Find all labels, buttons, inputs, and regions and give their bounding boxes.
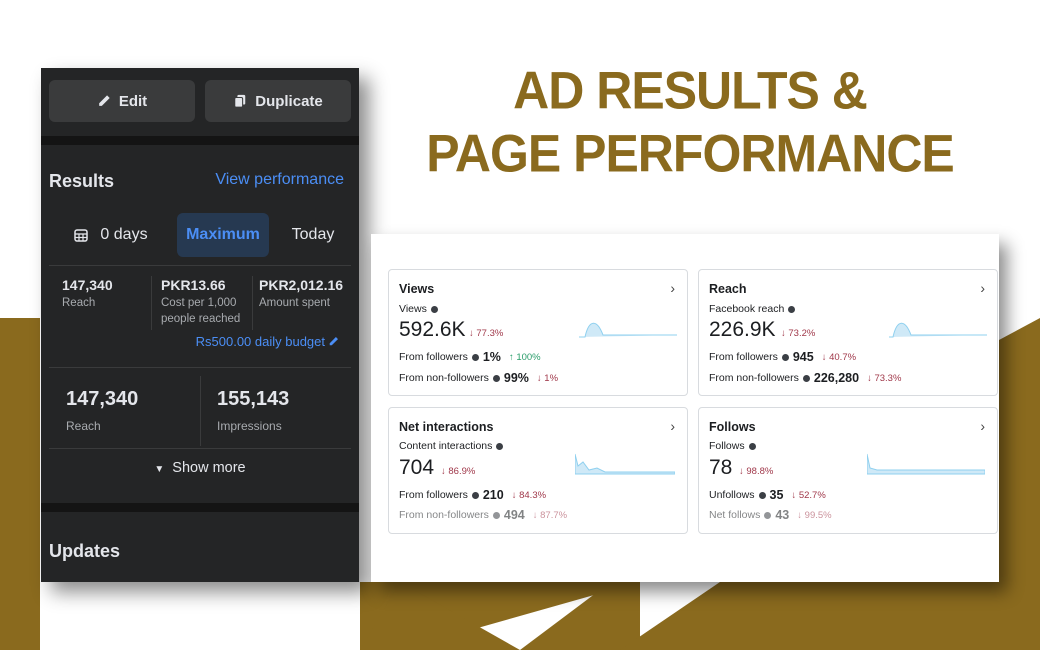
pencil-icon — [329, 337, 338, 346]
duplicate-icon — [234, 94, 246, 108]
show-more-label: Show more — [172, 460, 246, 476]
metric-spent-value: PKR2,012.16 — [259, 277, 344, 293]
follows-title: Follows — [709, 420, 756, 434]
divider — [151, 276, 152, 330]
range-days-button[interactable]: 0 days — [61, 213, 161, 257]
divider — [49, 448, 351, 449]
divider — [200, 376, 201, 446]
reach-row-followers: From followers 945 ↓ 40.7% — [709, 350, 857, 364]
range-today-label: Today — [291, 226, 335, 243]
info-icon — [430, 305, 438, 313]
info-icon — [781, 353, 789, 361]
follows-row-unfollows: Unfollows 35 ↓ 52.7% — [709, 488, 826, 502]
summary-reach-label: Reach — [66, 419, 101, 433]
headline-line-1: AD RESULTS & — [513, 61, 868, 120]
metric-reach-value: 147,340 — [62, 277, 113, 293]
interactions-row-followers: From followers 210 ↓ 84.3% — [399, 488, 547, 502]
summary-impressions-label: Impressions — [217, 419, 282, 433]
follows-row-net-follows: Net follows 43 ↓ 99.5% — [709, 508, 832, 522]
interactions-subtitle: Content interactions — [399, 440, 504, 452]
info-icon — [492, 374, 500, 382]
follows-card[interactable]: Follows › Follows 78 ↓ 98.8% Unfollows 35… — [698, 407, 998, 534]
divider — [49, 265, 351, 266]
pencil-icon — [99, 95, 110, 106]
info-icon — [471, 491, 479, 499]
follows-change: ↓ 98.8% — [739, 466, 774, 477]
info-icon — [802, 374, 810, 382]
interactions-title: Net interactions — [399, 420, 494, 434]
views-change: ↓ 77.3% — [469, 328, 504, 339]
info-icon — [764, 511, 772, 519]
chevron-right-icon[interactable]: › — [670, 280, 675, 296]
follows-subtitle: Follows — [709, 440, 756, 452]
follows-value: 78 — [709, 456, 733, 479]
divider — [41, 503, 359, 512]
edit-button[interactable]: Edit — [49, 80, 195, 122]
daily-budget-text: Rs500.00 daily budget — [195, 334, 325, 349]
metric-reach-label: Reach — [62, 297, 96, 309]
calendar-icon — [74, 229, 89, 242]
duplicate-label: Duplicate — [255, 92, 323, 110]
divider — [41, 136, 359, 145]
ad-results-panel: Edit Duplicate Results View performance … — [41, 68, 359, 582]
info-icon — [471, 353, 479, 361]
chevron-right-icon[interactable]: › — [980, 418, 985, 434]
views-row-non-followers: From non-followers 99% ↓ 1% — [399, 371, 559, 385]
reach-title: Reach — [709, 282, 747, 296]
views-title: Views — [399, 282, 435, 296]
headline-line-2: PAGE PERFORMANCE — [426, 124, 955, 183]
info-icon — [788, 305, 796, 313]
divider — [252, 276, 253, 330]
metric-cpm-label: Cost per 1,000 people reached — [161, 297, 241, 325]
updates-card — [41, 512, 359, 582]
info-icon — [748, 442, 756, 450]
info-icon — [492, 511, 500, 519]
summary-reach-value: 147,340 — [66, 388, 139, 410]
interactions-value: 704 — [399, 456, 435, 479]
range-maximum-label: Maximum — [186, 226, 260, 243]
daily-budget-link[interactable]: Rs500.00 daily budget — [196, 334, 339, 349]
action-bar: Edit Duplicate — [41, 68, 359, 136]
chevron-down-icon: ▼ — [154, 464, 165, 475]
reach-sparkline — [889, 322, 987, 338]
divider — [49, 367, 351, 368]
views-sparkline — [579, 322, 677, 338]
views-row-followers: From followers 1% ↑ 100% — [399, 350, 541, 364]
reach-card[interactable]: Reach › Facebook reach 226.9K ↓ 73.2% Fr… — [698, 269, 998, 396]
range-today-tab[interactable]: Today — [281, 213, 345, 257]
metric-spent-label: Amount spent — [259, 297, 330, 309]
interactions-change: ↓ 86.9% — [441, 466, 476, 477]
views-card[interactable]: Views › Views 592.6K ↓ 77.3% From follow… — [388, 269, 688, 396]
show-more-button[interactable]: ▼ Show more — [41, 460, 359, 476]
follows-sparkline — [867, 453, 985, 475]
chevron-right-icon[interactable]: › — [670, 418, 675, 434]
chevron-right-icon[interactable]: › — [980, 280, 985, 296]
interactions-row-non-followers: From non-followers 494 ↓ 87.7% — [399, 508, 568, 522]
net-interactions-card[interactable]: Net interactions › Content interactions … — [388, 407, 688, 534]
reach-change: ↓ 73.2% — [781, 328, 816, 339]
range-days-label: 0 days — [100, 226, 148, 243]
range-maximum-tab[interactable]: Maximum — [177, 213, 269, 257]
results-title: Results — [49, 171, 115, 191]
interactions-sparkline — [575, 453, 675, 475]
info-icon — [758, 491, 766, 499]
reach-value: 226.9K — [709, 318, 776, 341]
reach-subtitle: Facebook reach — [709, 303, 796, 315]
edit-label: Edit — [118, 92, 148, 110]
summary-impressions-value: 155,143 — [217, 388, 290, 410]
duplicate-button[interactable]: Duplicate — [205, 80, 351, 122]
views-subtitle: Views — [399, 303, 438, 315]
info-icon — [496, 442, 504, 450]
metric-cpm-value: PKR13.66 — [161, 277, 226, 293]
view-performance-link[interactable]: View performance — [215, 171, 344, 188]
reach-row-non-followers: From non-followers 226,280 ↓ 73.3% — [709, 371, 902, 385]
views-value: 592.6K — [399, 318, 466, 341]
page-headline: AD RESULTS & PAGE PERFORMANCE — [400, 59, 980, 185]
page-performance-dashboard: Views › Views 592.6K ↓ 77.3% From follow… — [371, 234, 999, 582]
updates-title: Updates — [49, 541, 121, 561]
